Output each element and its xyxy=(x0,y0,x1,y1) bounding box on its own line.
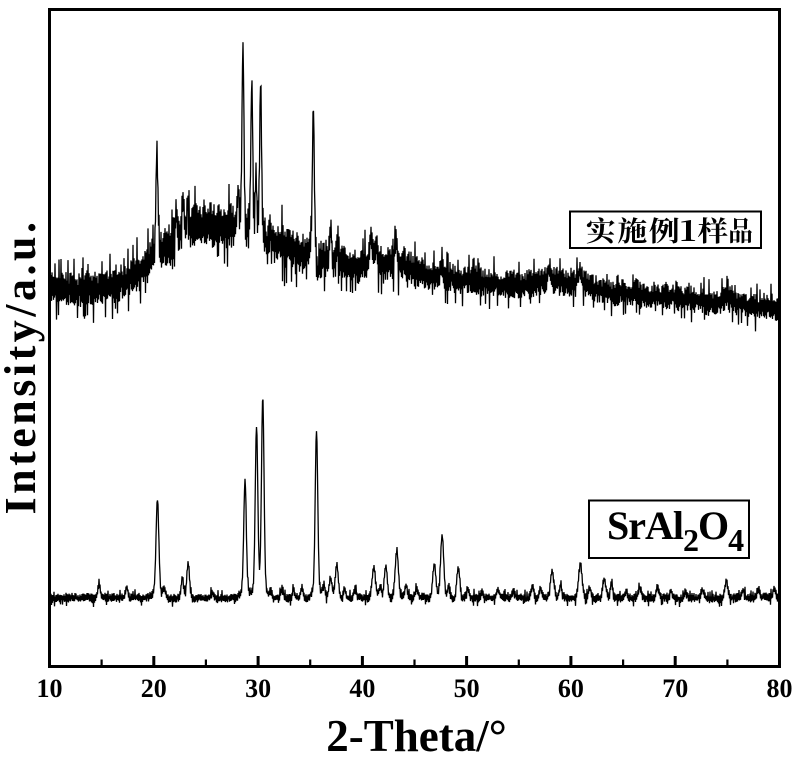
svg-text:60: 60 xyxy=(558,674,584,703)
svg-text:Intensity/a.u.: Intensity/a.u. xyxy=(0,219,45,515)
svg-text:20: 20 xyxy=(141,674,167,703)
svg-text:50: 50 xyxy=(454,674,480,703)
svg-text:40: 40 xyxy=(349,674,375,703)
svg-text:2-Theta/°: 2-Theta/° xyxy=(326,711,506,757)
svg-text:10: 10 xyxy=(37,674,63,703)
svg-text:80: 80 xyxy=(767,674,793,703)
svg-text:70: 70 xyxy=(662,674,688,703)
svg-text:30: 30 xyxy=(245,674,271,703)
